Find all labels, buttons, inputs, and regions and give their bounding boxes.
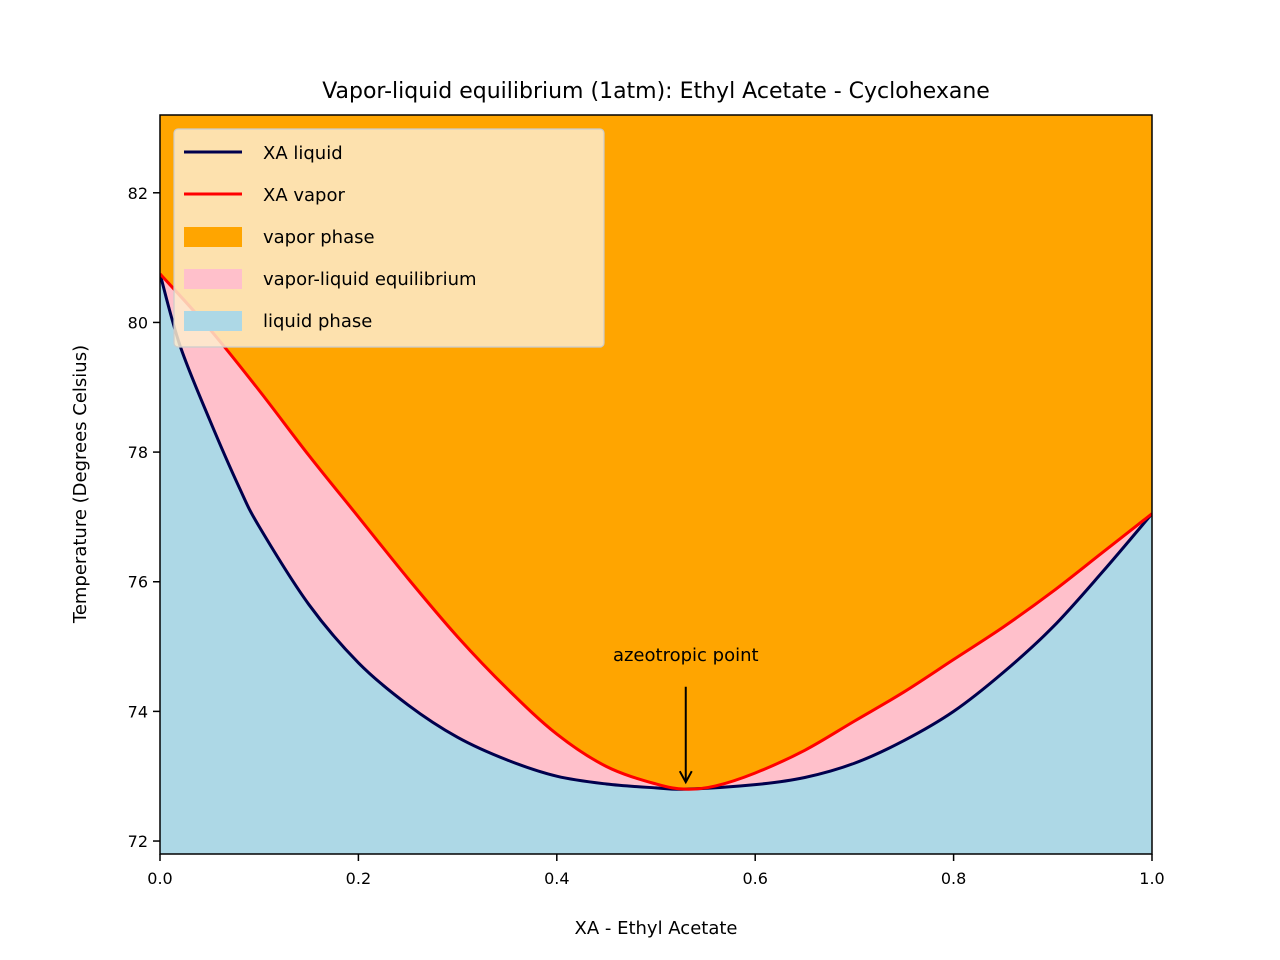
y-axis-label: Temperature (Degrees Celsius) xyxy=(70,345,91,624)
liquid-phase-region xyxy=(160,273,1152,854)
y-tick-label: 72 xyxy=(128,832,148,851)
x-axis: 0.0 0.2 0.4 0.6 0.8 1.0 xyxy=(147,854,1165,888)
vapor-liquid-equilibrium-region xyxy=(160,273,1152,790)
annotation-arrow-head xyxy=(678,770,693,785)
x-tick-label: 0.2 xyxy=(346,869,371,888)
x-tick-label: 1.0 xyxy=(1139,869,1164,888)
x-tick-label: 0.4 xyxy=(544,869,569,888)
y-axis: 72 74 76 78 80 82 xyxy=(128,184,160,851)
legend-box xyxy=(173,128,605,348)
azeotrope-annotation: azeotropic point xyxy=(613,645,759,785)
y-tick-label: 76 xyxy=(128,573,148,592)
legend-label-vapor-phase: vapor phase xyxy=(263,227,375,248)
annotation-text: azeotropic point xyxy=(613,645,759,666)
x-tick-label: 0.8 xyxy=(941,869,966,888)
plot-frame xyxy=(159,114,1153,855)
legend-swatch-vapor-phase xyxy=(184,227,242,247)
y-tick-label: 74 xyxy=(128,702,148,721)
legend-label-liquid-phase: liquid phase xyxy=(263,311,372,332)
legend-swatch-liquid-phase xyxy=(184,311,242,331)
legend-swatch-vapor-liquid-equilibrium xyxy=(184,269,242,289)
legend-label-vapor-liquid-equilibrium: vapor-liquid equilibrium xyxy=(263,269,477,290)
chart-title: Vapor-liquid equilibrium (1atm): Ethyl A… xyxy=(322,79,990,104)
legend: XA liquid XA vapor vapor phase vapor-liq… xyxy=(173,128,605,348)
y-tick-label: 78 xyxy=(128,443,148,462)
legend-label-xa-vapor: XA vapor xyxy=(263,185,345,206)
xa-liquid-line xyxy=(160,273,1152,791)
x-axis-label: XA - Ethyl Acetate xyxy=(575,918,738,939)
xa-vapor-line xyxy=(160,272,1152,791)
y-tick-label: 80 xyxy=(128,313,148,332)
x-tick-label: 0.0 xyxy=(147,869,172,888)
y-tick-label: 82 xyxy=(128,184,148,203)
legend-label-xa-liquid: XA liquid xyxy=(263,143,343,164)
x-tick-label: 0.6 xyxy=(742,869,767,888)
